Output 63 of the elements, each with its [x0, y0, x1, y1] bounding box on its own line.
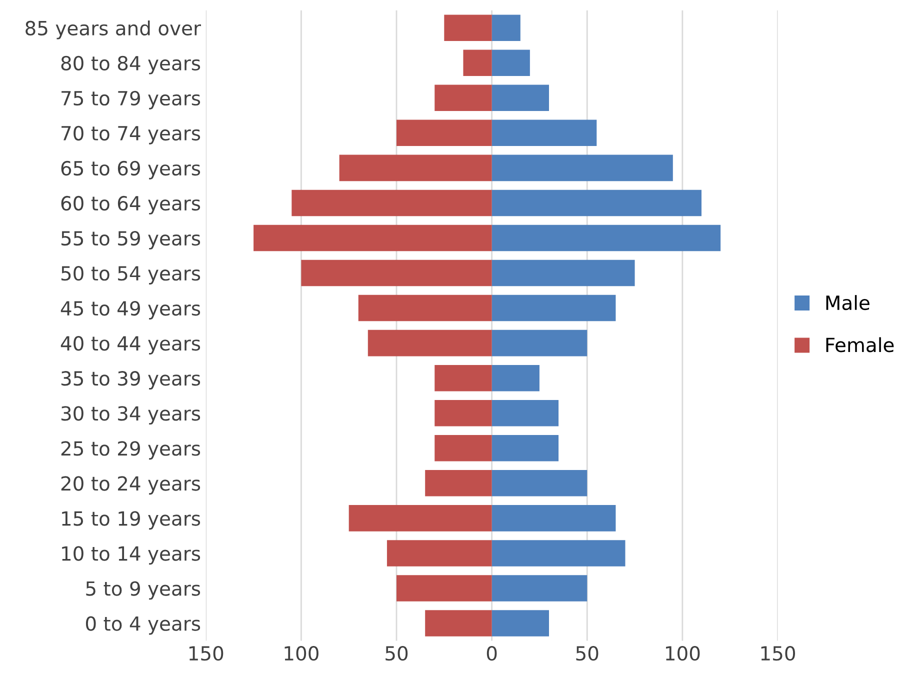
bar	[492, 330, 588, 356]
bar	[492, 470, 588, 496]
bar	[492, 190, 702, 216]
bar	[386, 540, 492, 566]
y-tick-label: 20 to 24 years	[61, 476, 200, 495]
bar	[425, 470, 492, 496]
bar	[425, 610, 492, 636]
bar	[492, 540, 626, 566]
bar	[492, 505, 616, 532]
x-tick-label: 150	[189, 646, 224, 661]
y-tick-label: 5 to 9 years	[86, 581, 200, 600]
y-tick-label: 15 to 19 years	[62, 511, 200, 530]
bar	[492, 294, 616, 322]
bar	[492, 84, 549, 112]
bar	[492, 14, 520, 41]
y-tick-label: 35 to 39 years	[61, 371, 200, 390]
y-tick-label: 65 to 69 years	[61, 160, 200, 180]
bar	[444, 14, 492, 41]
bar	[492, 435, 559, 462]
y-tick-label: 25 to 29 years	[61, 441, 200, 460]
bar	[396, 120, 492, 146]
bar	[254, 224, 492, 252]
bar	[492, 154, 673, 182]
bar	[358, 294, 492, 322]
bar	[434, 435, 492, 462]
y-tick-label: 70 to 74 years	[62, 126, 200, 144]
y-tick-label: 80 to 84 years	[61, 56, 200, 74]
bar	[434, 400, 492, 426]
y-tick-label: 10 to 14 years	[62, 546, 200, 565]
bar	[492, 400, 559, 426]
x-tick-label: 50	[576, 646, 598, 661]
bar	[348, 505, 492, 532]
y-tick-label: 30 to 34 years	[61, 406, 200, 425]
legend-label: Male	[826, 295, 870, 310]
bar	[492, 575, 588, 602]
bar	[339, 154, 492, 182]
bar	[492, 224, 721, 252]
y-tick-label: 75 to 79 years	[62, 90, 200, 110]
bar	[492, 120, 597, 146]
bar	[301, 260, 492, 286]
y-tick-label: 45 to 49 years	[60, 300, 200, 320]
bar	[463, 50, 492, 76]
x-tick-label: 50	[386, 646, 408, 661]
y-tick-label: 85 years and over	[26, 20, 202, 40]
y-tick-label: 60 to 64 years	[61, 196, 200, 214]
x-tick-label: 150	[761, 646, 796, 661]
bar	[434, 364, 492, 392]
x-tick-label: 100	[284, 646, 318, 661]
y-tick-label: 0 to 4 years	[86, 616, 200, 635]
bar	[492, 364, 540, 392]
x-tick-label: 100	[666, 646, 700, 661]
bar	[368, 330, 492, 356]
bar	[292, 190, 492, 216]
bar	[396, 575, 492, 602]
legend-label: Female	[826, 337, 894, 352]
bar	[492, 50, 530, 76]
bar	[492, 610, 549, 636]
y-tick-label: 55 to 59 years	[61, 230, 200, 250]
bar	[434, 84, 492, 112]
y-tick-label: 50 to 54 years	[61, 266, 200, 284]
y-tick-label: 40 to 44 years	[60, 336, 200, 354]
bar	[492, 260, 635, 286]
x-tick-label: 0	[486, 646, 497, 661]
